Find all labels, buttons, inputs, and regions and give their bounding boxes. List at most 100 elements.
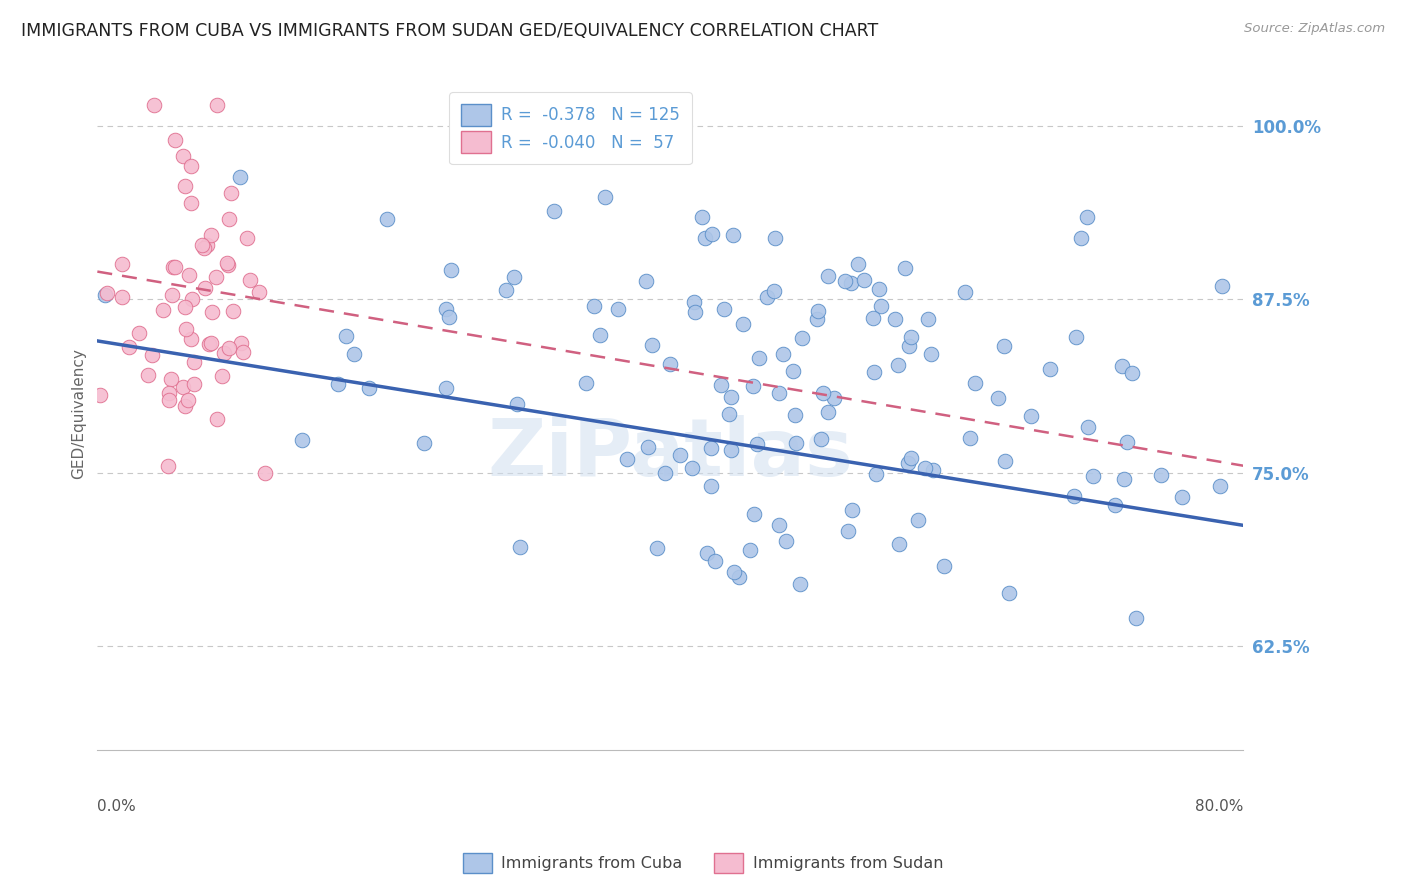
Point bbox=[172, 380, 194, 394]
Point bbox=[811, 386, 834, 401]
Point bbox=[503, 270, 526, 285]
Point bbox=[994, 453, 1017, 467]
Point bbox=[700, 227, 723, 242]
Point bbox=[868, 281, 890, 295]
Point bbox=[733, 317, 755, 331]
Point bbox=[219, 186, 242, 200]
Point bbox=[1077, 419, 1099, 434]
Point bbox=[221, 304, 243, 318]
Point bbox=[589, 327, 612, 342]
Point bbox=[157, 393, 180, 408]
Point bbox=[357, 381, 380, 395]
Point bbox=[738, 542, 761, 557]
Point bbox=[1104, 499, 1126, 513]
Point bbox=[495, 283, 517, 297]
Point bbox=[997, 586, 1019, 600]
Point bbox=[157, 386, 180, 401]
Point bbox=[742, 507, 765, 521]
Point bbox=[900, 451, 922, 466]
Point bbox=[152, 303, 174, 318]
Point bbox=[200, 228, 222, 243]
Point bbox=[870, 299, 893, 313]
Point bbox=[865, 467, 887, 481]
Point bbox=[768, 386, 790, 401]
Point bbox=[440, 262, 463, 277]
Point bbox=[846, 257, 869, 271]
Point bbox=[180, 159, 202, 173]
Point bbox=[1111, 359, 1133, 373]
Point bbox=[704, 554, 727, 568]
Point bbox=[201, 305, 224, 319]
Point bbox=[932, 558, 955, 573]
Point bbox=[710, 378, 733, 392]
Point bbox=[194, 281, 217, 295]
Point bbox=[195, 238, 218, 252]
Point bbox=[1150, 468, 1173, 483]
Point bbox=[174, 322, 197, 336]
Point bbox=[229, 169, 252, 184]
Point bbox=[1039, 361, 1062, 376]
Point bbox=[807, 304, 830, 318]
Point bbox=[434, 381, 457, 395]
Point bbox=[335, 328, 357, 343]
Point bbox=[247, 285, 270, 299]
Point bbox=[165, 133, 187, 147]
Point bbox=[782, 364, 804, 378]
Point bbox=[907, 513, 929, 527]
Point bbox=[728, 570, 751, 584]
Point bbox=[180, 196, 202, 211]
Point bbox=[921, 463, 943, 477]
Point bbox=[163, 260, 186, 274]
Point bbox=[1070, 231, 1092, 245]
Text: 80.0%: 80.0% bbox=[1195, 798, 1243, 814]
Point bbox=[205, 98, 228, 112]
Legend: Immigrants from Cuba, Immigrants from Sudan: Immigrants from Cuba, Immigrants from Su… bbox=[457, 847, 949, 880]
Point bbox=[817, 405, 839, 419]
Point bbox=[111, 257, 134, 271]
Point bbox=[669, 448, 692, 462]
Point bbox=[619, 148, 641, 162]
Point bbox=[218, 341, 240, 355]
Point bbox=[375, 212, 398, 227]
Point bbox=[987, 391, 1010, 405]
Point bbox=[775, 534, 797, 549]
Point bbox=[841, 503, 863, 517]
Point bbox=[863, 365, 886, 379]
Point bbox=[681, 461, 703, 475]
Point bbox=[183, 376, 205, 391]
Point bbox=[785, 436, 807, 450]
Point bbox=[89, 388, 111, 402]
Point bbox=[713, 301, 735, 316]
Text: 0.0%: 0.0% bbox=[97, 798, 136, 814]
Point bbox=[575, 376, 598, 390]
Point bbox=[193, 241, 215, 255]
Point bbox=[118, 340, 141, 354]
Point bbox=[434, 302, 457, 317]
Point bbox=[96, 286, 118, 301]
Point bbox=[823, 391, 845, 405]
Point bbox=[696, 546, 718, 560]
Point bbox=[1125, 610, 1147, 624]
Point bbox=[181, 292, 204, 306]
Point bbox=[837, 524, 859, 539]
Point bbox=[817, 269, 839, 284]
Point bbox=[217, 256, 239, 270]
Point bbox=[693, 231, 716, 245]
Point bbox=[1171, 490, 1194, 504]
Point bbox=[211, 368, 233, 383]
Point bbox=[853, 272, 876, 286]
Point bbox=[509, 540, 531, 554]
Point bbox=[1115, 434, 1137, 449]
Legend: R =  -0.378   N = 125, R =  -0.040   N =  57: R = -0.378 N = 125, R = -0.040 N = 57 bbox=[450, 93, 692, 164]
Point bbox=[862, 310, 884, 325]
Point bbox=[763, 231, 786, 245]
Point bbox=[207, 412, 229, 426]
Point bbox=[884, 311, 907, 326]
Point bbox=[1063, 489, 1085, 503]
Point bbox=[93, 287, 115, 301]
Y-axis label: GED/Equivalency: GED/Equivalency bbox=[72, 348, 86, 479]
Point bbox=[291, 433, 314, 447]
Point bbox=[160, 288, 183, 302]
Point bbox=[894, 260, 917, 275]
Point bbox=[582, 299, 605, 313]
